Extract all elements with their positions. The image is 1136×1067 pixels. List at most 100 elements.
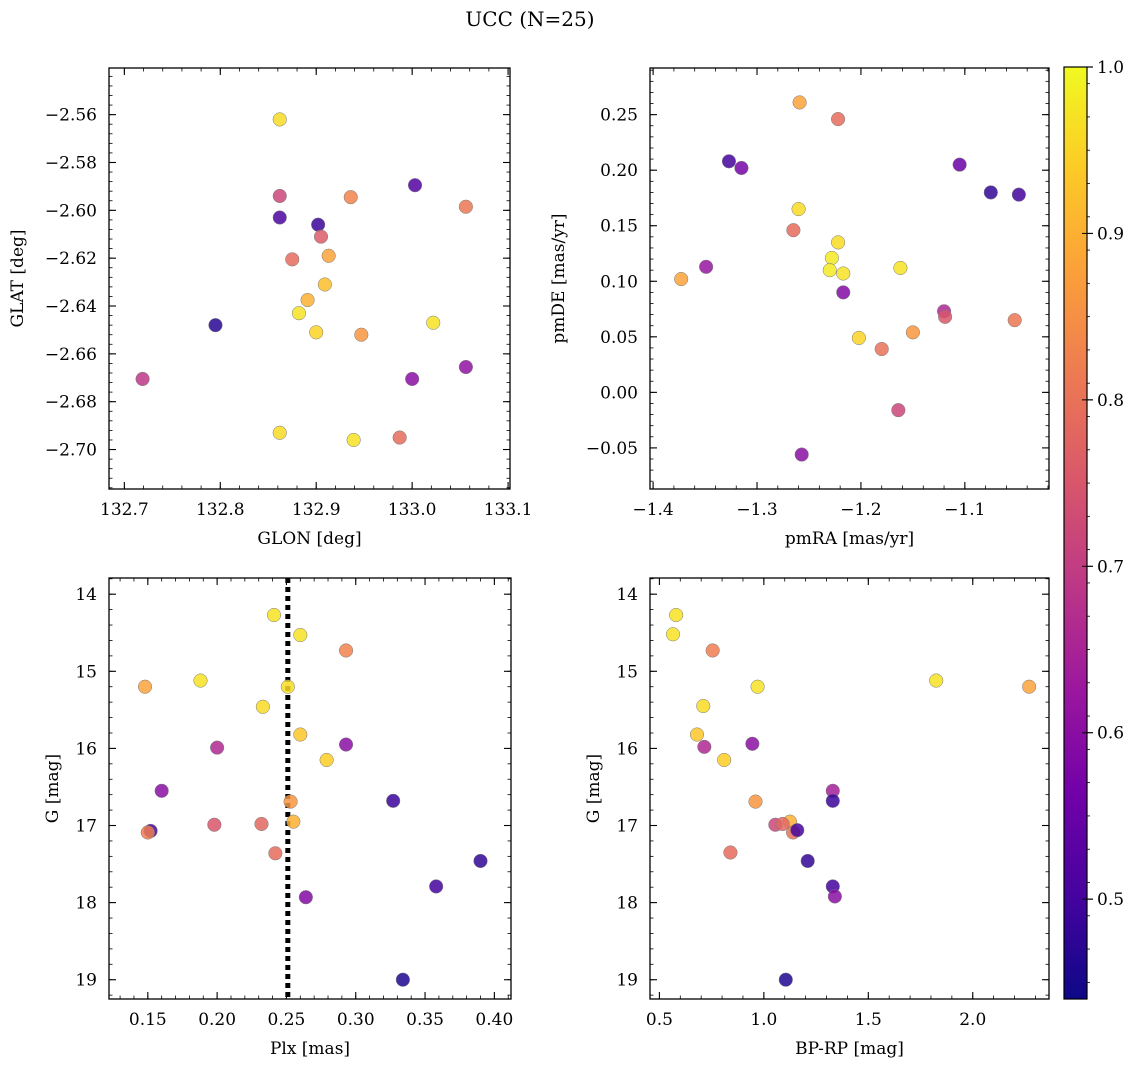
scatter-point bbox=[831, 112, 846, 127]
scatter-point bbox=[405, 371, 420, 387]
scatter-point bbox=[207, 817, 222, 832]
x-tick-label: 0.25 bbox=[268, 1010, 306, 1030]
scatter-point bbox=[851, 330, 866, 345]
x-tick-label: 2.0 bbox=[959, 1010, 986, 1030]
x-tick-label: 1.0 bbox=[750, 1010, 777, 1030]
scatter-point bbox=[665, 627, 681, 642]
scatter-point bbox=[313, 229, 329, 244]
scatter-point bbox=[836, 266, 851, 281]
x-tick-label: −1.3 bbox=[736, 500, 777, 520]
x-tick-label: 0.15 bbox=[129, 1010, 167, 1030]
scatter-point bbox=[893, 260, 908, 275]
y-tick-label: −2.58 bbox=[45, 153, 97, 173]
y-tick-label: −2.56 bbox=[45, 106, 97, 126]
y-axis-label: G [mag] bbox=[584, 754, 604, 823]
y-tick-label: 19 bbox=[616, 971, 638, 991]
scatter-point bbox=[268, 846, 283, 861]
y-tick-label: −2.60 bbox=[45, 201, 97, 221]
scatter-point bbox=[346, 432, 361, 448]
scatter-point bbox=[518, 416, 532, 430]
scatter-point bbox=[790, 823, 805, 838]
scatter-point bbox=[1011, 187, 1026, 202]
colorbar-ticks: 0.5 0.6 0.7 0.8 0.9 1.0 bbox=[1082, 58, 1124, 983]
scatter-point bbox=[286, 814, 301, 829]
scatter-point bbox=[938, 309, 953, 324]
scatter-point bbox=[283, 794, 298, 809]
y-tick-label: 18 bbox=[75, 894, 97, 914]
axes-frame bbox=[649, 577, 1050, 1000]
x-tick-label: 132.9 bbox=[292, 500, 341, 520]
scatter-point bbox=[775, 816, 790, 832]
scatter-point bbox=[309, 325, 324, 340]
scatter-point bbox=[824, 250, 839, 265]
scatter-point bbox=[338, 643, 354, 658]
scatter-point bbox=[952, 157, 967, 172]
y-axis-label: GLAT [deg] bbox=[8, 229, 28, 327]
x-tick-label: −1.4 bbox=[632, 500, 673, 520]
scatter-point bbox=[291, 306, 306, 321]
scatter-point bbox=[407, 178, 423, 193]
colorbar-tick-label: 0.5 bbox=[1097, 890, 1124, 910]
scatter-point bbox=[669, 607, 684, 623]
y-tick-label: 16 bbox=[616, 739, 638, 759]
scatter-point bbox=[697, 739, 712, 754]
scatter-point bbox=[874, 341, 889, 357]
x-axis-label: Plx [mas] bbox=[270, 1039, 350, 1059]
scatter-point bbox=[298, 890, 313, 905]
scatter-point bbox=[426, 315, 441, 330]
x-tick-label: 0.40 bbox=[475, 1010, 513, 1030]
scatter-point bbox=[140, 825, 155, 840]
x-tick-label: 0.20 bbox=[198, 1010, 236, 1030]
x-tick-label: 133.0 bbox=[388, 500, 437, 520]
scatter-point bbox=[696, 698, 711, 714]
x-tick-label: 132.7 bbox=[100, 500, 149, 520]
y-tick-label: 0.20 bbox=[600, 161, 638, 181]
subplot-3: 0.15 0.20 0.25 0.30 0.35 0.40 14 15 16 17 18 19 Plx … bbox=[43, 577, 513, 1059]
y-tick-label: 15 bbox=[616, 662, 638, 682]
scatter-point bbox=[929, 673, 944, 688]
scatter-point bbox=[1022, 679, 1037, 694]
y-tick-label: 17 bbox=[75, 817, 97, 837]
scatter-point bbox=[458, 359, 473, 375]
y-tick-label: 0.05 bbox=[600, 328, 638, 348]
scatter-point bbox=[272, 188, 287, 204]
scatter-point bbox=[791, 202, 806, 217]
scatter-point bbox=[983, 185, 998, 200]
y-tick-label: 14 bbox=[75, 585, 97, 605]
scatter-point bbox=[827, 889, 842, 904]
scatter-point bbox=[395, 972, 410, 987]
scatter-point bbox=[699, 259, 714, 274]
colorbar-tick-label: 1.0 bbox=[1097, 58, 1124, 78]
y-axis-label: pmDE [mas/yr] bbox=[549, 213, 569, 343]
scatter-point bbox=[254, 816, 269, 832]
y-tick-label: 0.25 bbox=[600, 106, 638, 126]
y-tick-label: 0.10 bbox=[600, 272, 638, 292]
x-tick-label: 133.1 bbox=[484, 500, 533, 520]
x-tick-label: 132.8 bbox=[196, 500, 245, 520]
scatter-points bbox=[135, 112, 532, 448]
x-tick-label: 1.5 bbox=[855, 1010, 882, 1030]
scatter-point bbox=[317, 277, 332, 292]
y-tick-label: −2.62 bbox=[45, 249, 97, 269]
x-axis-label: BP-RP [mag] bbox=[795, 1039, 904, 1059]
scatter-point bbox=[750, 679, 765, 694]
scatter-point bbox=[794, 447, 809, 462]
axes-frame bbox=[649, 67, 1050, 490]
y-axis-label: G [mag] bbox=[43, 754, 63, 823]
scatter-point bbox=[272, 425, 287, 440]
scatter-point bbox=[208, 318, 223, 333]
x-tick-label: 0.5 bbox=[646, 1010, 673, 1030]
scatter-point bbox=[285, 252, 300, 267]
scatter-point bbox=[300, 292, 315, 308]
scatter-point bbox=[717, 752, 732, 768]
scatter-point bbox=[311, 217, 326, 232]
axes-frame bbox=[108, 67, 511, 490]
scatter-point bbox=[354, 327, 369, 342]
subplot-1: 132.7 132.8 132.9 133.0 133.1 −2.56 −2.58 −2.60… bbox=[8, 67, 533, 549]
y-tick-label: −2.68 bbox=[45, 393, 97, 413]
y-tick-label: 15 bbox=[75, 662, 97, 682]
y-tick-label: −0.05 bbox=[586, 439, 638, 459]
scatter-point bbox=[689, 727, 705, 742]
scatter-point bbox=[429, 879, 444, 894]
scatter-point bbox=[386, 793, 401, 808]
